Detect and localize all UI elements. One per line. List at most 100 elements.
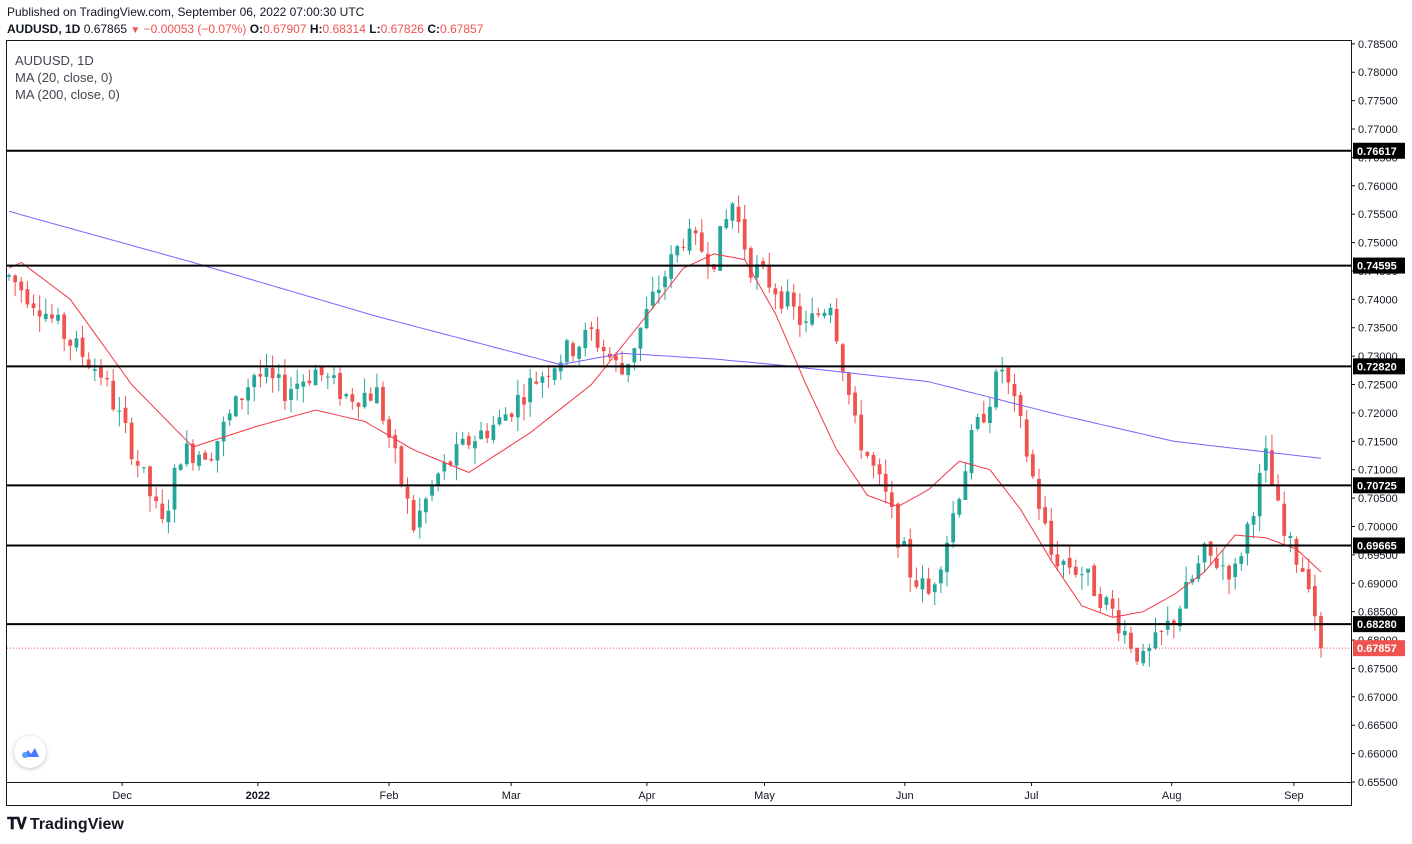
candle-body [479,430,483,439]
candle-body [571,343,575,357]
plot-frame [6,40,1352,806]
candle-body [761,261,765,267]
candle [37,295,42,332]
price-tick-label: 0.66500 [1358,720,1398,732]
candle-body [834,308,839,342]
price-tick-label: 0.74000 [1358,294,1398,306]
candle-body [1251,516,1256,525]
candle-body [319,366,324,376]
candle [154,487,159,509]
candle [325,372,330,389]
candle [503,407,508,421]
candle-body [1214,558,1219,568]
candle-body [454,444,459,466]
candle [1159,629,1164,646]
candle-body [1086,568,1090,573]
candle-body [313,369,318,386]
price-axis[interactable]: 0.785000.780000.775000.770000.765000.760… [1351,39,1398,789]
candle-body [117,410,122,412]
candle-body [583,329,588,349]
candle-body [656,289,661,294]
symbol-label[interactable]: AUDUSD, 1D [7,22,81,36]
candle-body [276,374,281,378]
legend-ma200[interactable]: MA (200, close, 0) [15,87,120,102]
tradingview-cloud-icon[interactable] [14,736,46,768]
candle [595,316,600,352]
candle [135,450,140,478]
close-label: C: [427,22,440,36]
candle [522,383,526,421]
last-price: 0.67865 [83,22,128,36]
legend-ma20[interactable]: MA (20, close, 0) [15,70,113,85]
candle [56,307,60,325]
candle-body [896,503,900,548]
legend-symbol[interactable]: AUDUSD, 1D [15,53,94,68]
candle [405,477,410,514]
candle [332,365,336,385]
candle-body [1227,565,1231,580]
candle-body [203,452,208,460]
candle-body [387,419,392,438]
time-tick-label: 2022 [246,790,270,802]
candle [289,377,293,413]
candle-body [718,226,723,271]
candle-body [1141,650,1146,664]
price-tick-label: 0.75000 [1358,238,1398,250]
candle-body [172,467,177,510]
candle-body [565,340,569,363]
candle-body [1257,472,1262,517]
candle-body [1196,563,1201,579]
time-tick-label: Jun [896,790,914,802]
candle [1257,463,1262,532]
candle-body [1043,507,1048,524]
candle [1012,373,1017,412]
candle [663,270,667,300]
candle [932,582,937,606]
time-axis[interactable]: Dec 2022 Feb Mar Apr May Jun Jul Aug Sep [112,782,1304,802]
candle [1086,568,1090,586]
candle-body [80,337,85,357]
candle [1221,550,1225,581]
candle-body [828,307,833,316]
candle [883,459,888,504]
candle [1018,392,1023,429]
candle-body [129,422,134,460]
candle-body [699,232,704,252]
candle-body [951,513,956,543]
candle [393,429,398,464]
candle-body [295,383,300,389]
candle [1300,557,1305,573]
candle [436,471,441,492]
candle-body [994,371,998,408]
candle [430,480,434,501]
candle [1073,559,1078,578]
candle [822,308,827,319]
candle [871,451,876,479]
candle [1282,491,1287,546]
candle-body [332,375,336,378]
candle-body [92,369,97,371]
level-price-badge [1353,477,1405,494]
candle [7,273,11,281]
candle-body [184,443,189,465]
candle [779,286,784,314]
candle-body [135,461,140,466]
candle [515,379,520,432]
candle [853,386,857,424]
candle [442,453,447,480]
candle [509,412,514,422]
candle-body [1147,647,1152,652]
candle [399,444,404,488]
candle [1116,597,1121,642]
candle [840,342,845,382]
candle-body [755,264,759,278]
candle [1251,511,1256,539]
low-label: L: [369,22,381,36]
candle [1030,449,1035,479]
candle-body [1122,630,1127,636]
candle-body [344,394,349,397]
candle-body [908,539,913,578]
candle-body [1221,565,1225,567]
price-tick-label: 0.75500 [1358,209,1398,221]
